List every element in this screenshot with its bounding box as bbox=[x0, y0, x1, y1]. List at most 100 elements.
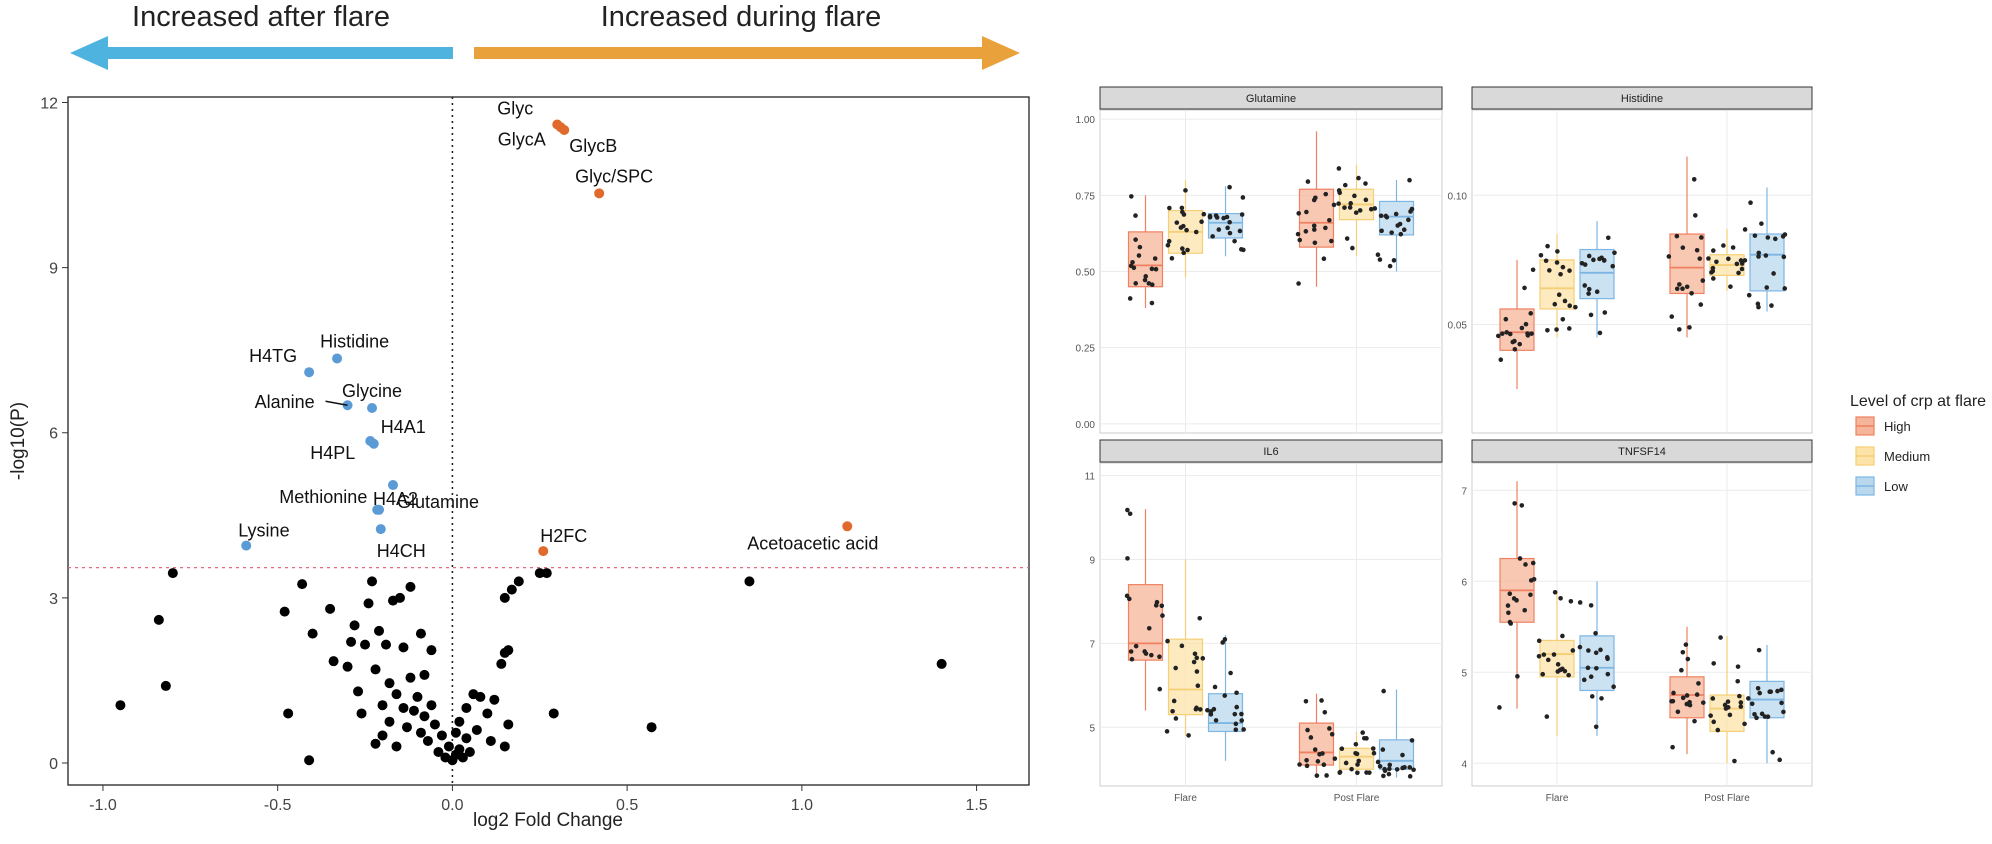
box-jitter-point bbox=[1129, 656, 1135, 662]
volcano-point-label: H4A1 bbox=[381, 417, 426, 437]
volcano-point-label: GlycB bbox=[569, 136, 617, 156]
volcano-point-ns bbox=[534, 568, 545, 579]
box-jitter-point bbox=[1589, 694, 1595, 699]
box-jitter-point bbox=[1407, 774, 1413, 779]
box-jitter-point bbox=[1752, 233, 1758, 238]
volcano-point-significant bbox=[332, 353, 343, 364]
box-jitter-point bbox=[1378, 213, 1384, 219]
box-jitter-point bbox=[1227, 184, 1232, 190]
volcano-y-tick-label: 3 bbox=[49, 591, 58, 608]
box-jitter-point bbox=[1354, 751, 1360, 757]
box-jitter-point bbox=[1710, 696, 1716, 701]
volcano-point-ns bbox=[471, 724, 482, 735]
volcano-point-significant bbox=[241, 540, 252, 551]
header-arrows: Increased after flare Increased during f… bbox=[70, 1, 1020, 70]
box-jitter-point bbox=[1191, 659, 1197, 665]
box-jitter-point bbox=[1666, 254, 1672, 259]
box-jitter-point bbox=[1372, 206, 1378, 211]
box-jitter-point bbox=[1181, 250, 1186, 256]
box-jitter-point bbox=[1560, 316, 1566, 322]
box-jitter-point bbox=[1568, 598, 1574, 604]
box-jitter-point bbox=[1742, 227, 1748, 232]
volcano-point-ns bbox=[499, 741, 510, 752]
box-jitter-point bbox=[1387, 263, 1393, 269]
box-jitter-point bbox=[1129, 194, 1134, 199]
box-jitter-point bbox=[1364, 770, 1369, 775]
box-jitter-point bbox=[1727, 712, 1733, 718]
box-jitter-point bbox=[1311, 227, 1317, 232]
box-jitter-point bbox=[1588, 312, 1594, 318]
box-low bbox=[1579, 635, 1615, 692]
box-jitter-point bbox=[1500, 331, 1505, 336]
box-jitter-point bbox=[1406, 217, 1411, 223]
facet-il6: IL6 5 7 9 11 Flare Post Flare bbox=[1085, 439, 1443, 804]
box-jitter-point bbox=[1153, 266, 1159, 272]
volcano-point-ns bbox=[436, 730, 447, 741]
volcano-y-axis-label: -log10(P) bbox=[8, 402, 29, 480]
box-jitter-point bbox=[1769, 303, 1774, 308]
facet-strip bbox=[1471, 439, 1813, 463]
box-jitter-point bbox=[1133, 281, 1139, 286]
box-jitter-point bbox=[1327, 217, 1332, 223]
box-jitter-point bbox=[1605, 671, 1611, 677]
box-jitter-point bbox=[1566, 672, 1571, 678]
box-jitter-point bbox=[1241, 247, 1246, 253]
box-jitter-point bbox=[1167, 205, 1172, 211]
box-jitter-point bbox=[1303, 229, 1309, 234]
box-jitter-point bbox=[1763, 253, 1769, 258]
box-jitter-point bbox=[1128, 649, 1134, 654]
facet-y-tick-label: 0.10 bbox=[1448, 191, 1468, 202]
box-jitter-point bbox=[1558, 596, 1563, 601]
box-jitter-point bbox=[1560, 666, 1565, 672]
facet-strip-label: TNFSF14 bbox=[1618, 446, 1666, 458]
box-jitter-point bbox=[1756, 254, 1761, 259]
volcano-point-ns bbox=[384, 716, 395, 727]
box-jitter-point bbox=[1507, 331, 1513, 337]
box-jitter-point bbox=[1674, 233, 1680, 239]
box-jitter-point bbox=[1755, 685, 1761, 691]
box-jitter-point bbox=[1693, 213, 1698, 218]
box-jitter-point bbox=[1700, 700, 1706, 705]
legend-label: Low bbox=[1884, 479, 1908, 494]
volcano-point-label: Glutamine bbox=[397, 492, 479, 512]
volcano-point-ns bbox=[153, 614, 164, 625]
box-jitter-point bbox=[1398, 231, 1404, 237]
box-jitter-point bbox=[1759, 711, 1765, 717]
box-jitter-point bbox=[1612, 250, 1617, 256]
facet-y-tick-label: 7 bbox=[1089, 639, 1095, 650]
facet-y-tick-label: 1.00 bbox=[1076, 115, 1096, 126]
volcano-x-tick-label: -0.5 bbox=[264, 797, 292, 814]
volcano-point-ns bbox=[489, 694, 500, 705]
volcano-point-ns bbox=[454, 744, 465, 755]
volcano-point-ns bbox=[353, 686, 364, 697]
facet-strip-label: Glutamine bbox=[1246, 93, 1296, 105]
box-jitter-point bbox=[1350, 245, 1355, 251]
box-jitter-point bbox=[1554, 327, 1559, 332]
box-medium bbox=[1539, 259, 1575, 310]
box-jitter-point bbox=[1329, 731, 1335, 737]
box-jitter-point bbox=[1689, 290, 1694, 296]
box-jitter-point bbox=[1296, 281, 1301, 286]
box-jitter-point bbox=[1598, 647, 1603, 653]
volcano-point-significant bbox=[374, 504, 385, 515]
box-jitter-point bbox=[1503, 316, 1509, 322]
box-jitter-point bbox=[1536, 653, 1542, 659]
box-jitter-point bbox=[1775, 688, 1780, 694]
box-jitter-point bbox=[1381, 688, 1386, 694]
legend-label: Medium bbox=[1884, 449, 1930, 464]
box-jitter-point bbox=[1558, 271, 1563, 277]
box-jitter-point bbox=[1370, 746, 1376, 751]
box-jitter-point bbox=[1137, 244, 1143, 250]
box-jitter-point bbox=[1698, 302, 1704, 307]
box-jitter-point bbox=[1232, 711, 1238, 717]
box-jitter-point bbox=[1768, 689, 1774, 694]
box-jitter-point bbox=[1530, 267, 1536, 273]
box-jitter-point bbox=[1329, 238, 1334, 244]
facet-y-tick-label: 7 bbox=[1461, 486, 1467, 497]
box-jitter-point bbox=[1356, 175, 1361, 181]
volcano-point-ns bbox=[360, 639, 371, 650]
box-jitter-point bbox=[1726, 256, 1731, 262]
box-jitter-point bbox=[1602, 310, 1608, 315]
volcano-x-tick-label: 1.5 bbox=[965, 797, 987, 814]
box-jitter-point bbox=[1143, 274, 1149, 279]
